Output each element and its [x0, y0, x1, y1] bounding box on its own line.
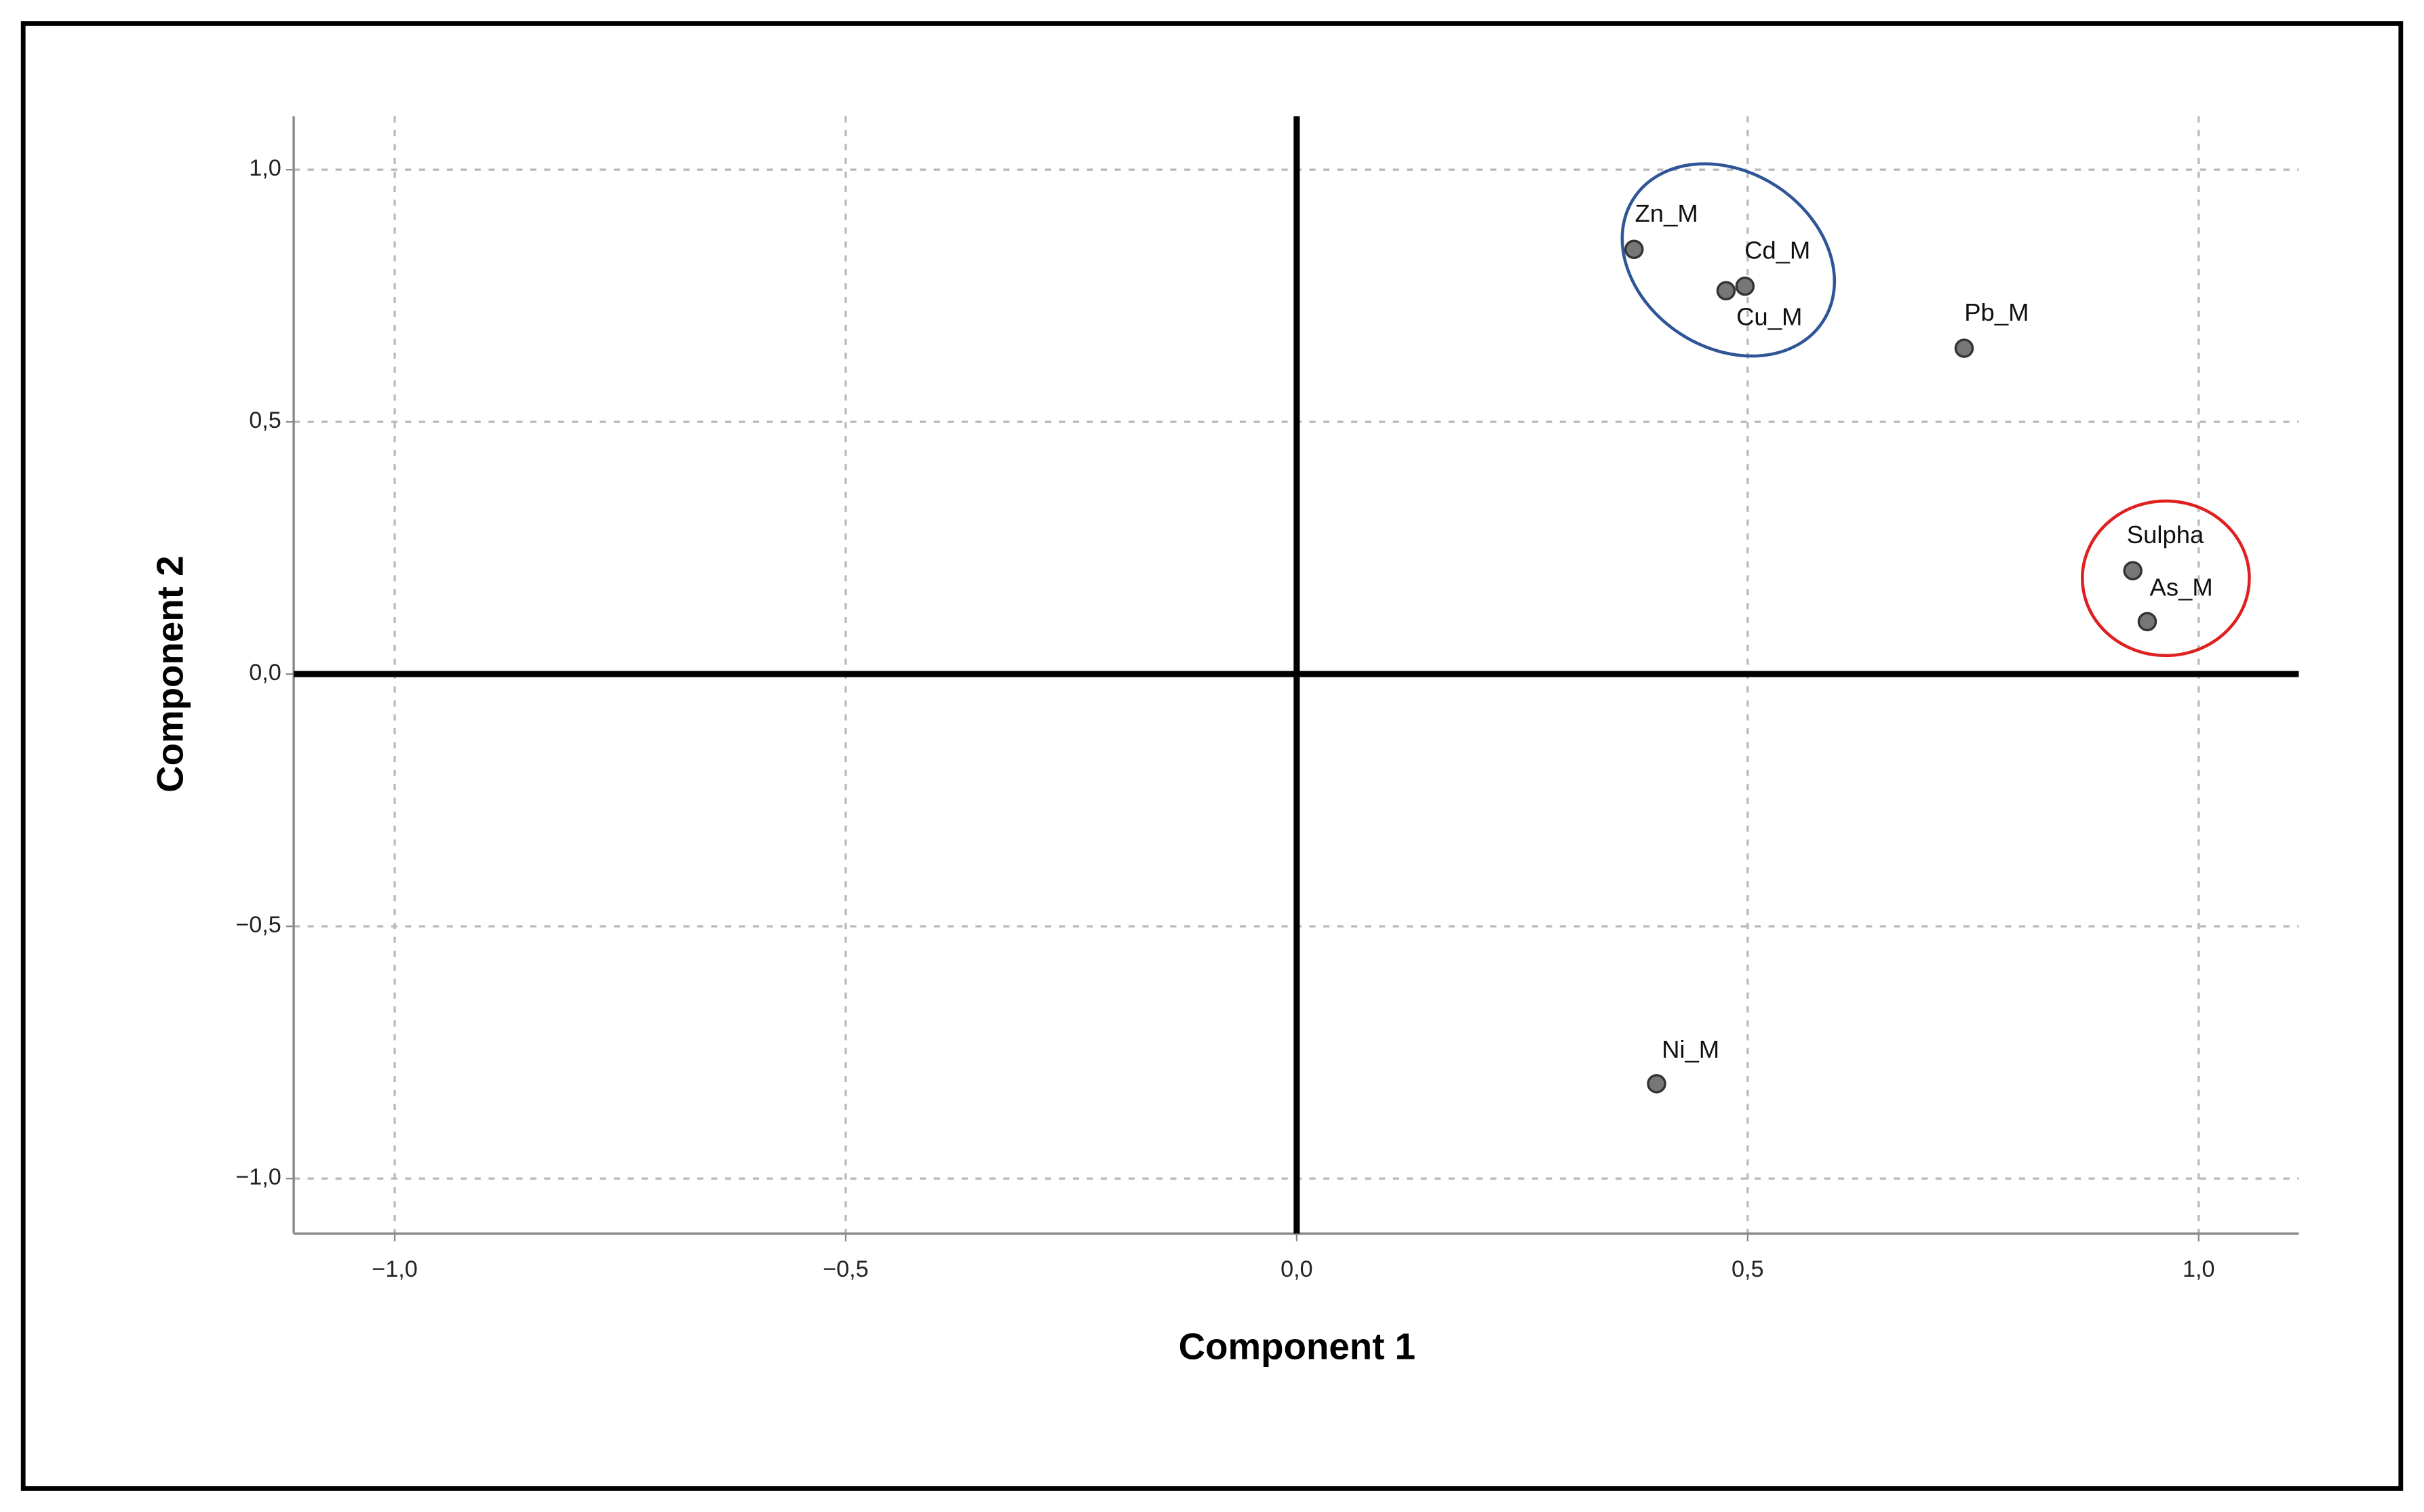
- y-axis-title: Component 2: [149, 555, 191, 792]
- point: [1647, 1074, 1666, 1094]
- x-tick-label: 0,0: [1281, 1256, 1313, 1282]
- zero-lines: [294, 116, 2299, 1234]
- y-tick-label: −1,0: [235, 1164, 281, 1190]
- cluster-ellipse: [2080, 499, 2251, 658]
- point-label: Zn_M: [1635, 199, 1698, 227]
- point-label: Ni_M: [1662, 1035, 1719, 1063]
- point-label: Cu_M: [1736, 302, 1802, 330]
- point: [1624, 239, 1644, 260]
- y-tick-label: 1,0: [249, 155, 281, 181]
- x-tick-label: 1,0: [2183, 1256, 2215, 1282]
- x-tick-label: 0,5: [1732, 1256, 1764, 1282]
- cluster-ellipse: [1620, 162, 1837, 358]
- point: [2137, 612, 2157, 632]
- y-tick-label: −0,5: [235, 912, 281, 938]
- x-axis-title: Component 1: [1179, 1326, 1415, 1368]
- y-tick-label: 0,0: [249, 660, 281, 685]
- x-tick-label: −1,0: [372, 1256, 418, 1282]
- y-tick-label: 0,5: [249, 407, 281, 433]
- point-label: Sulpha: [2127, 521, 2204, 549]
- point-label: As_M: [2150, 574, 2213, 601]
- point: [1954, 338, 1974, 358]
- point-label: Cd_M: [1744, 237, 1810, 264]
- point: [1716, 281, 1736, 301]
- point: [2123, 561, 2143, 580]
- point: [1735, 276, 1755, 296]
- x-tick-label: −0,5: [823, 1256, 869, 1282]
- frame: [20, 21, 2404, 1491]
- point-label: Pb_M: [1964, 298, 2029, 326]
